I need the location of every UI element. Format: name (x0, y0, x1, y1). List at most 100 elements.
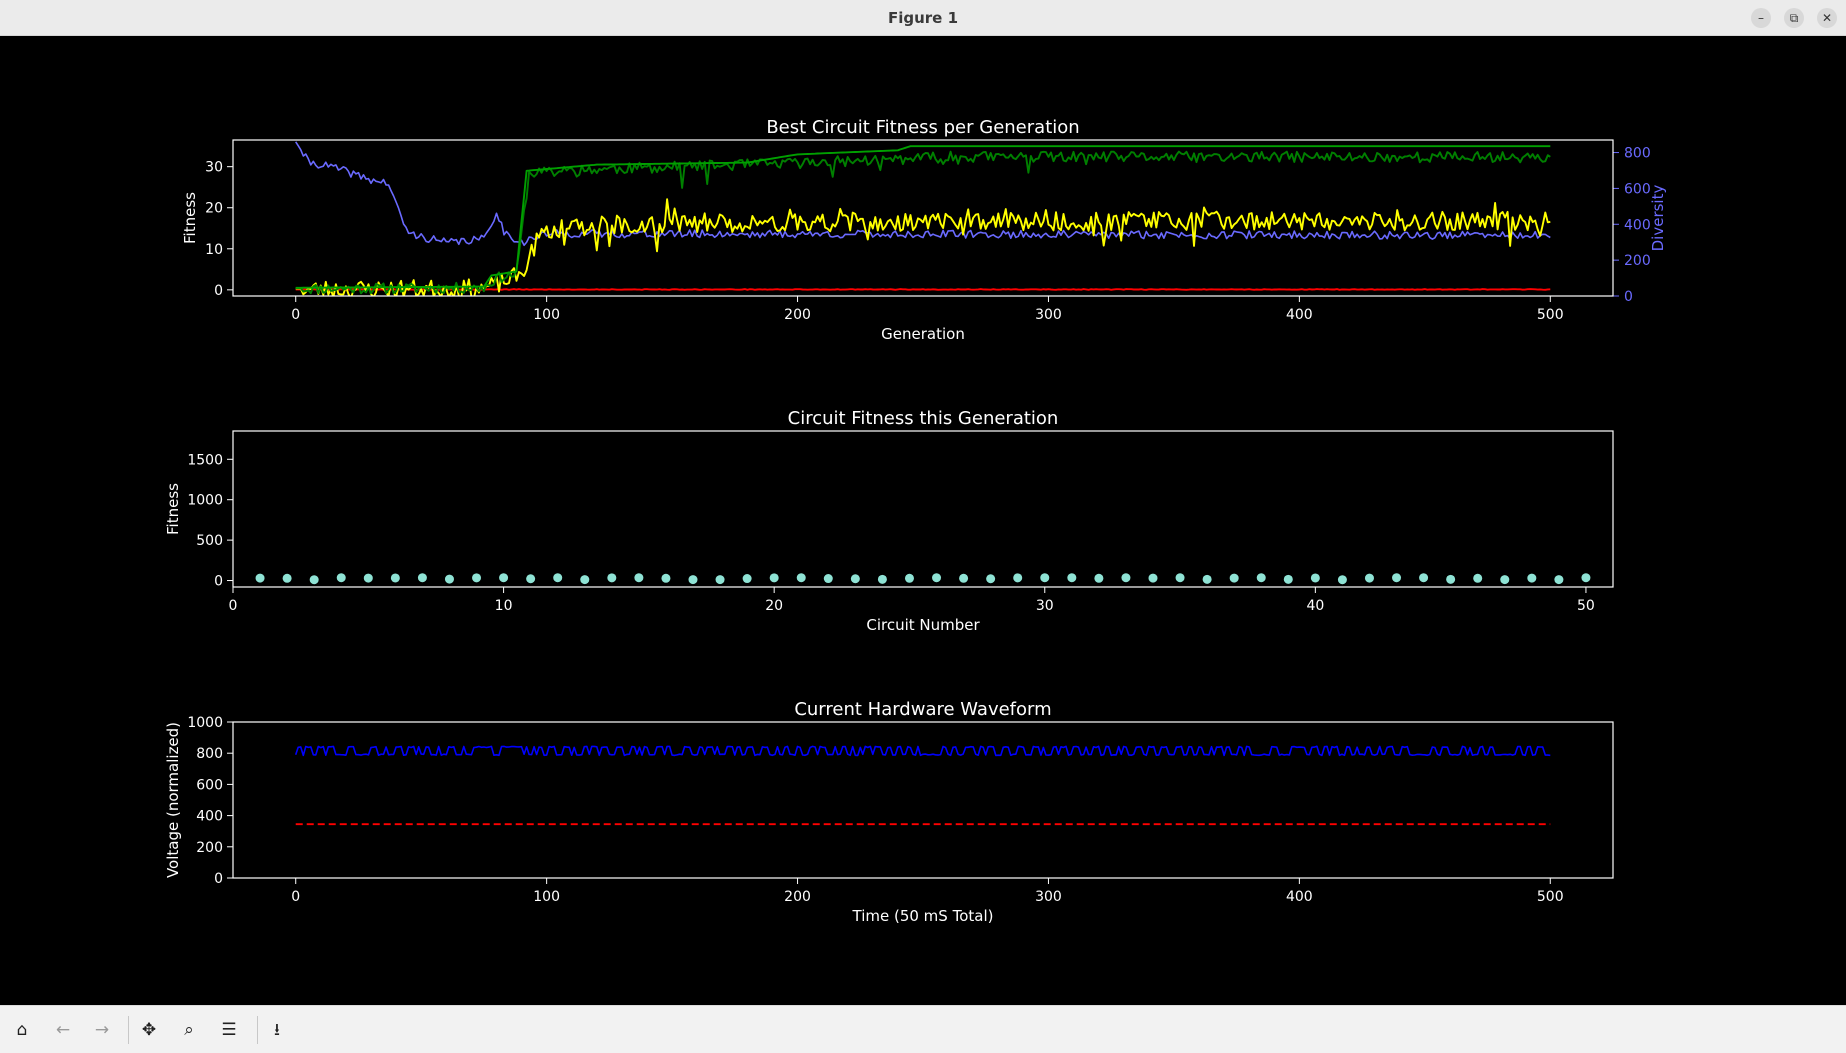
scatter-point (390, 573, 400, 583)
home-icon[interactable]: ⌂ (16, 1020, 28, 1040)
zoom-icon[interactable]: ⌕ (184, 1020, 194, 1040)
scatter-point (1148, 573, 1158, 583)
scatter-point (1283, 574, 1293, 584)
forward-icon[interactable]: → (94, 1020, 110, 1040)
scatter-point (823, 574, 833, 584)
scatter-point (1013, 573, 1023, 583)
chart-title: Best Circuit Fitness per Generation (766, 117, 1079, 138)
series-line-waveform (294, 745, 1551, 757)
figure-svg: Best Circuit Fitness per Generation Gener… (164, 117, 1667, 925)
x-tick-label: 200 (784, 307, 811, 323)
series-line-best (295, 145, 1551, 289)
configure-icon[interactable]: ☰ (221, 1020, 237, 1040)
y-axis-label: Voltage (normalized) (164, 722, 182, 878)
scatter-point (472, 573, 482, 583)
y2-tick-label: 200 (1624, 253, 1651, 269)
window-titlebar: Figure 1 – ⧉ ✕ (0, 0, 1846, 36)
scatter-point (363, 573, 373, 583)
scatter-point (986, 574, 996, 584)
plot-area (255, 573, 1591, 585)
x-tick-label: 100 (533, 307, 560, 323)
y-tick-label: 1000 (187, 715, 223, 731)
scatter-point (1500, 575, 1510, 585)
y-tick-label: 400 (196, 809, 223, 825)
scatter-point (932, 573, 942, 583)
scatter-point (282, 573, 292, 583)
scatter-point (634, 573, 644, 583)
x-axis-label: Time (50 mS Total) (852, 907, 994, 925)
scatter-point (526, 574, 536, 584)
window-title: Figure 1 (887, 9, 959, 27)
chart-title: Circuit Fitness this Generation (788, 408, 1059, 429)
scatter-point (1121, 573, 1131, 583)
scatter-point (796, 573, 806, 583)
y2-tick-label: 600 (1624, 181, 1651, 197)
scatter-point (1554, 575, 1564, 585)
y-tick-label: 1000 (187, 493, 223, 509)
scatter-point (309, 575, 319, 585)
pan-icon[interactable]: ✥ (141, 1020, 157, 1040)
x-tick-label: 50 (1577, 598, 1595, 614)
save-icon[interactable]: ⭳ (274, 1020, 280, 1040)
toolbar-separator (257, 1016, 258, 1044)
chart-title: Current Hardware Waveform (794, 699, 1051, 720)
toolbar-separator (128, 1016, 129, 1044)
x-tick-label: 30 (1036, 598, 1054, 614)
scatter-point (336, 573, 346, 583)
series-line-diversity (295, 141, 1551, 247)
scatter-point (661, 573, 671, 583)
plot-area (295, 141, 1551, 296)
axes-frame (232, 721, 1614, 879)
scatter-point (255, 573, 265, 583)
axes-frame (232, 430, 1614, 588)
x-tick-label: 100 (533, 889, 560, 905)
x-axis-label: Circuit Number (866, 616, 980, 634)
y-tick-label: 500 (196, 533, 223, 549)
x-tick-label: 300 (1035, 307, 1062, 323)
scatter-point (1175, 573, 1185, 583)
x-axis-label: Generation (881, 325, 965, 343)
scatter-point (553, 573, 563, 583)
series-line-mean (295, 150, 1551, 295)
scatter-point (1364, 573, 1374, 583)
x-tick-label: 500 (1537, 889, 1564, 905)
scatter-point (1067, 573, 1077, 583)
x-tick-label: 400 (1286, 889, 1313, 905)
y-tick-label: 600 (196, 777, 223, 793)
scatter-point (1473, 573, 1483, 583)
scatter-point (607, 573, 617, 583)
x-tick-label: 400 (1286, 307, 1313, 323)
x-tick-label: 0 (291, 307, 300, 323)
y-tick-label: 20 (205, 201, 223, 217)
scatter-point (1310, 573, 1320, 583)
y-tick-label: 10 (205, 242, 223, 258)
figure-canvas: Best Circuit Fitness per Generation Gener… (0, 36, 1846, 1005)
scatter-point (1094, 573, 1104, 583)
back-icon[interactable]: ← (55, 1020, 71, 1040)
scatter-point (1446, 574, 1456, 584)
y-tick-label: 800 (196, 746, 223, 762)
y2-tick-label: 800 (1624, 146, 1651, 162)
restore-icon[interactable]: ⧉ (1784, 8, 1804, 28)
scatter-point (1256, 573, 1266, 583)
minimize-icon[interactable]: – (1751, 8, 1771, 28)
scatter-point (1040, 573, 1050, 583)
y-axis-label: Fitness (181, 192, 199, 244)
y-tick-label: 0 (214, 574, 223, 590)
x-tick-label: 0 (229, 598, 238, 614)
scatter-point (769, 573, 779, 583)
axes-frame (232, 139, 1614, 297)
close-icon[interactable]: ✕ (1817, 8, 1837, 28)
x-tick-label: 10 (495, 598, 513, 614)
y2-tick-label: 0 (1624, 289, 1633, 305)
scatter-point (1229, 573, 1239, 583)
scatter-point (1581, 573, 1591, 583)
series-line-low (295, 288, 1551, 291)
y-tick-label: 1500 (187, 452, 223, 468)
y-axis-label: Fitness (164, 483, 182, 535)
scatter-point (1527, 573, 1537, 583)
x-tick-label: 40 (1306, 598, 1324, 614)
y-tick-label: 30 (205, 160, 223, 176)
scatter-point (904, 573, 914, 583)
scatter-point (688, 575, 698, 585)
